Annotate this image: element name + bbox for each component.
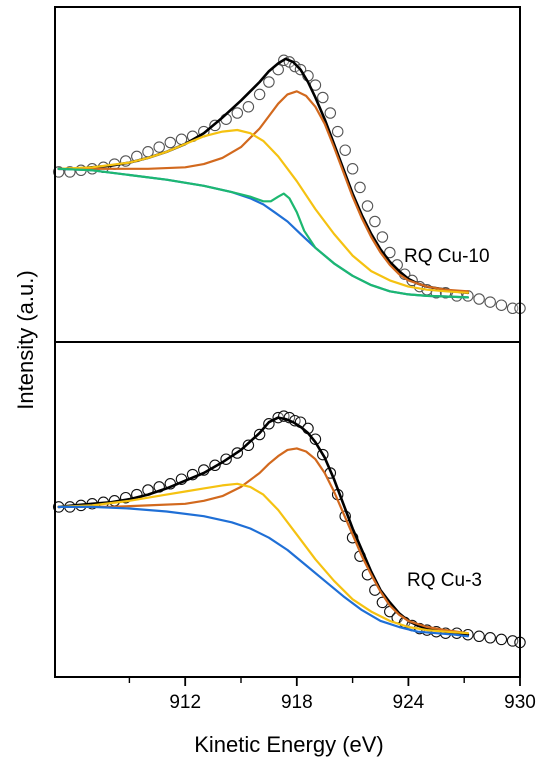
panel-label-rq-cu-10: RQ Cu-10 [404, 246, 490, 267]
x-tick-label: 912 [169, 692, 201, 713]
data-point [324, 107, 337, 119]
data-point [231, 107, 244, 119]
fit-curve-0-2 [57, 128, 469, 294]
x-axis-title: Kinetic Energy (eV) [194, 732, 384, 757]
data-point [289, 60, 301, 73]
fit-curves-rq-cu-3 [57, 416, 470, 638]
data-point [495, 299, 508, 311]
fit-curve-0-4 [57, 167, 469, 299]
fit-curve-1-1 [57, 447, 469, 635]
x-tick-label: 924 [393, 692, 425, 713]
data-point [495, 633, 508, 646]
data-point [369, 215, 381, 228]
fit-curve-0-1 [57, 90, 469, 293]
data-point [263, 76, 275, 88]
x-axis-ticks [128, 677, 521, 686]
data-point [473, 630, 485, 643]
data-point [346, 163, 359, 175]
panel-rq-cu-3: RQ Cu-3 [52, 410, 526, 649]
plot-frame [54, 6, 521, 678]
data-point [164, 136, 177, 149]
data-point [153, 141, 165, 153]
data-point [384, 246, 396, 259]
panel-label-rq-cu-3: RQ Cu-3 [407, 570, 482, 591]
fit-curve-1-3 [57, 505, 469, 638]
data-point [376, 231, 389, 243]
fit-curves-rq-cu-10 [57, 57, 470, 299]
x-tick-label: 930 [504, 692, 536, 713]
fit-curve-1-2 [57, 482, 469, 635]
data-point [484, 296, 496, 308]
data-point [339, 144, 351, 156]
x-tick-label: 918 [281, 692, 313, 713]
data-point [361, 200, 374, 212]
data-point [484, 632, 496, 644]
data-point [317, 91, 329, 104]
data-point [354, 181, 366, 194]
data-point [242, 101, 255, 113]
x-axis-tick-labels: 912 918 924 930 [169, 692, 536, 713]
data-point [242, 439, 255, 452]
panel-rq-cu-10: RQ Cu-10 [52, 54, 526, 315]
data-point [253, 88, 266, 101]
data-point [473, 293, 485, 305]
data-point [331, 125, 344, 138]
y-axis-title: Intensity (a.u.) [13, 270, 38, 409]
